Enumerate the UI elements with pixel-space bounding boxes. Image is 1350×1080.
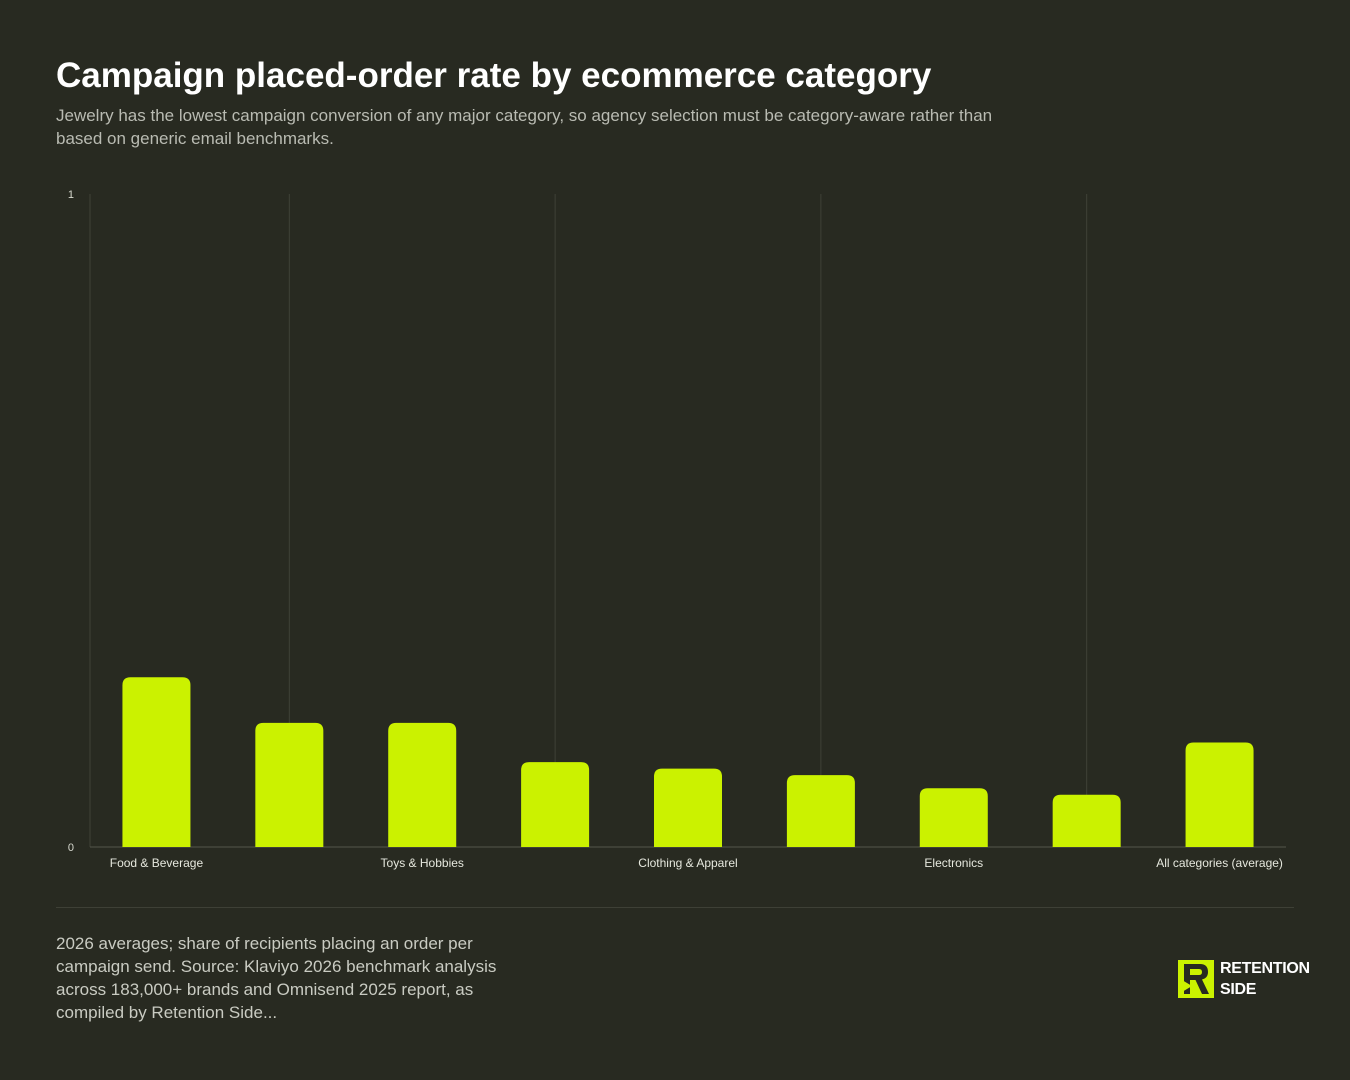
chart-subtitle: Jewelry has the lowest campaign conversi… bbox=[56, 106, 993, 148]
y-tick-label: 0 bbox=[68, 842, 74, 854]
footer-divider bbox=[56, 907, 1294, 908]
x-tick-label: Food & Beverage bbox=[110, 856, 204, 870]
bar-0 bbox=[122, 677, 191, 847]
bar-8 bbox=[1185, 742, 1254, 847]
bar-5 bbox=[786, 775, 855, 847]
x-tick-label: Clothing & Apparel bbox=[638, 856, 737, 870]
bar-3 bbox=[521, 762, 590, 847]
bar-1 bbox=[255, 722, 324, 847]
retention-side-logo: RETENTION SIDE bbox=[1178, 958, 1310, 1000]
logo-line-1: RETENTION bbox=[1220, 960, 1310, 977]
bar-2 bbox=[388, 722, 457, 847]
x-tick-label: All categories (average) bbox=[1156, 856, 1283, 870]
y-tick-label: 1 bbox=[68, 189, 74, 201]
bar-6 bbox=[919, 788, 988, 847]
source-footnote: 2026 averages; share of recipients placi… bbox=[56, 934, 497, 1022]
logo-mark-icon bbox=[1178, 960, 1214, 998]
logo-line-2: SIDE bbox=[1220, 981, 1257, 998]
x-tick-label: Electronics bbox=[924, 856, 983, 870]
bar-4 bbox=[654, 768, 722, 847]
chart-title: Campaign placed-order rate by ecommerce … bbox=[56, 56, 932, 95]
bar-7 bbox=[1052, 794, 1121, 847]
x-tick-label: Toys & Hobbies bbox=[381, 856, 464, 870]
bar-chart: 0 1 Food & Beverage Toys & Hobbies Clothing … bbox=[68, 189, 1286, 870]
logo-wordmark: RETENTION SIDE bbox=[1220, 958, 1310, 1000]
